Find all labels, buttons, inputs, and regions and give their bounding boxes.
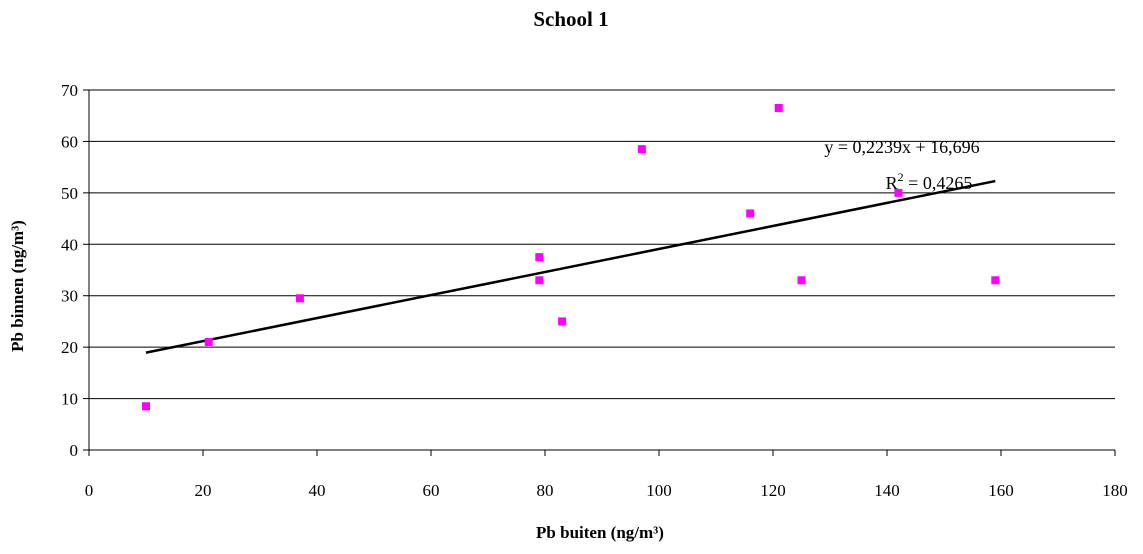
data-point-7 — [637, 145, 646, 154]
y-tick-label-70: 70 — [61, 81, 78, 100]
y-tick-label-0: 0 — [70, 441, 79, 460]
trendline-group — [145, 179, 996, 354]
x-axis-ticks: 0 20 40 60 80 100 120 140 160 180 — [85, 450, 1128, 500]
data-point-12 — [991, 276, 1000, 285]
data-point-9 — [774, 104, 783, 112]
data-point-4 — [535, 253, 544, 262]
y-axis-label: Pb binnen (ng/m³) — [8, 220, 27, 352]
x-tick-label-180: 180 — [1102, 481, 1128, 500]
data-point-2 — [204, 338, 213, 346]
x-tick-label-160: 160 — [988, 481, 1014, 500]
data-point-8 — [746, 209, 755, 218]
data-point-1 — [142, 402, 150, 411]
x-tick-label-60: 60 — [423, 481, 440, 500]
trendline-equation: y = 0,2239x + 16,696 — [824, 137, 979, 157]
y-tick-label-60: 60 — [61, 132, 78, 151]
y-tick-label-40: 40 — [61, 235, 78, 254]
y-tick-label-30: 30 — [61, 287, 78, 306]
r-squared-superscript: 2 — [898, 170, 904, 184]
data-point-3 — [295, 294, 304, 303]
data-point-11 — [894, 188, 903, 197]
x-tick-label-140: 140 — [874, 481, 900, 500]
x-axis-label: Pb buiten (ng/m³) — [536, 523, 664, 542]
data-points — [142, 104, 1000, 411]
data-point-5 — [535, 276, 544, 285]
r-squared-annotation: R2 = 0,4265 — [886, 170, 973, 193]
x-tick-label-0: 0 — [85, 481, 94, 500]
r-squared-prefix: R — [886, 173, 898, 193]
y-tick-label-50: 50 — [61, 184, 78, 203]
data-point-10 — [797, 276, 806, 285]
x-tick-label-120: 120 — [760, 481, 786, 500]
gridlines — [89, 89, 1115, 400]
x-tick-label-40: 40 — [309, 481, 326, 500]
chart-title: School 1 — [533, 7, 608, 31]
axes — [88, 90, 1115, 451]
x-tick-label-80: 80 — [537, 481, 554, 500]
y-tick-label-10: 10 — [61, 390, 78, 409]
data-point-6 — [558, 317, 567, 326]
x-tick-label-20: 20 — [195, 481, 212, 500]
y-axis-ticks: 0 10 20 30 40 50 60 70 — [61, 81, 89, 460]
y-tick-label-20: 20 — [61, 338, 78, 357]
trendline — [145, 179, 996, 354]
x-tick-label-100: 100 — [646, 481, 672, 500]
r-squared-value: = 0,4265 — [904, 173, 973, 193]
